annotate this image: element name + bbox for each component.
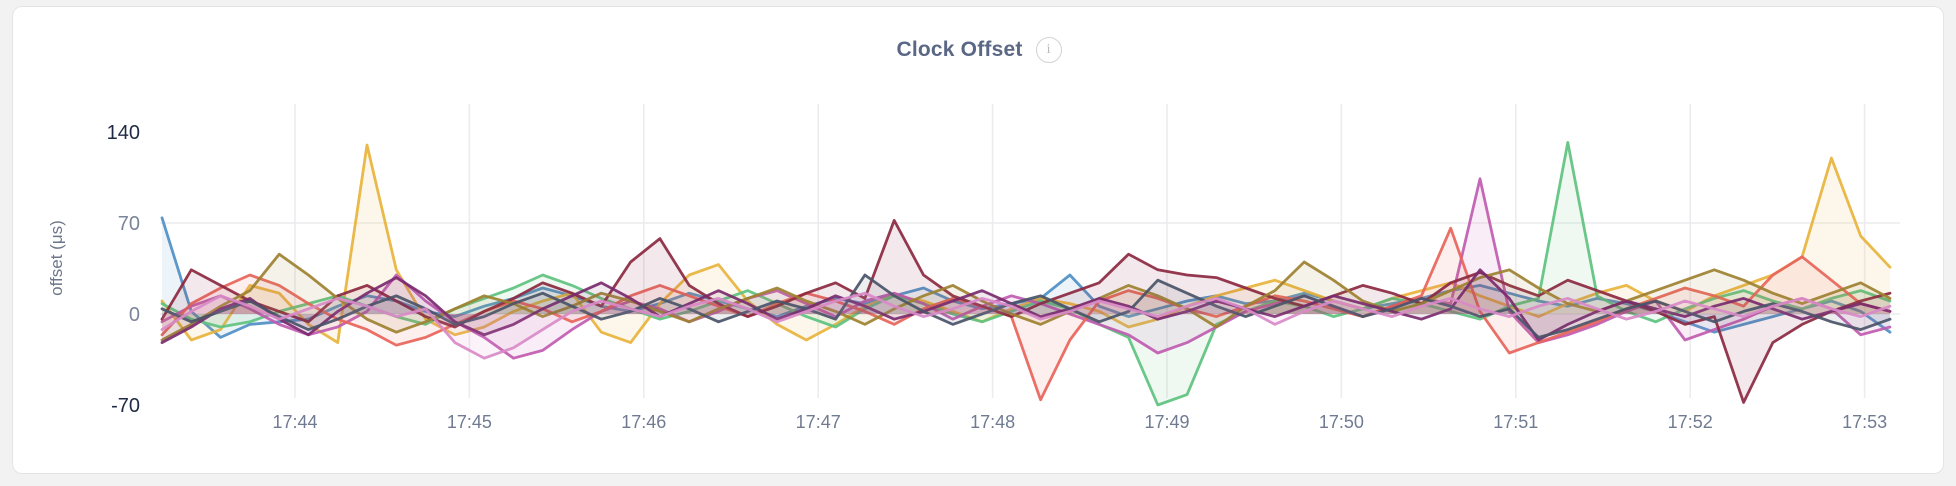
y-axis-tick-label: 0	[129, 304, 140, 326]
x-axis-tick-label: 17:50	[1319, 412, 1364, 432]
series-area	[162, 142, 1890, 405]
info-circle-icon[interactable]: i	[1035, 37, 1062, 63]
series-area	[162, 275, 1890, 338]
x-axis-tick-label: 17:53	[1842, 412, 1887, 432]
series-area	[162, 178, 1890, 359]
series-area	[162, 269, 1890, 343]
x-axis-tick-label: 17:52	[1668, 412, 1713, 432]
series-area	[162, 254, 1890, 340]
x-axis-tick-label: 17:48	[970, 412, 1015, 432]
card-header: Clock Offset i	[13, 37, 1945, 63]
x-axis-tick-label: 17:51	[1493, 412, 1538, 432]
x-axis-tick-label: 17:44	[272, 412, 317, 432]
series-line	[160, 273, 1892, 339]
x-axis-tick-label: 17:47	[796, 412, 841, 432]
y-axis-tick-label: 70	[118, 213, 140, 235]
series-line	[160, 140, 1892, 407]
page-title: Clock Offset	[896, 38, 1023, 61]
y-axis-title: offset (μs)	[47, 220, 66, 296]
series-area	[162, 293, 1890, 359]
series-line	[160, 291, 1892, 360]
y-axis-tick-label: -70	[111, 395, 140, 417]
x-axis-tick-label: 17:45	[447, 412, 492, 432]
x-axis-tick-label: 17:46	[621, 412, 666, 432]
y-axis-tick-label: 140	[107, 122, 140, 144]
series-area	[162, 145, 1890, 343]
x-axis-tick-label: 17:49	[1144, 412, 1189, 432]
clock-offset-card: Clock Offset i	[12, 6, 1944, 474]
